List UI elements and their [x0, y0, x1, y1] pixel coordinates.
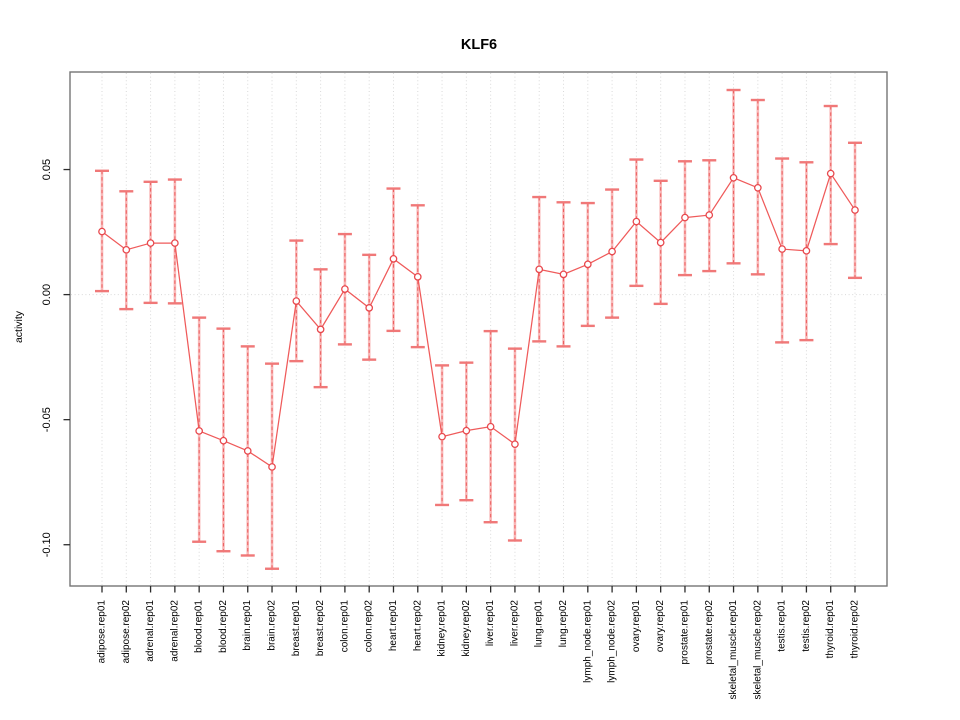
x-tick-label: testis.rep01	[777, 600, 788, 652]
chart-title: KLF6	[461, 37, 497, 53]
data-point-marker	[122, 245, 131, 254]
data-point-marker	[851, 206, 859, 214]
x-tick-label: brain.rep02	[267, 600, 278, 651]
data-point-marker	[462, 426, 471, 435]
x-tick-label: breast.rep02	[315, 600, 326, 657]
x-tick-label: prostate.rep01	[679, 600, 690, 665]
x-tick-label: kidney.rep02	[461, 600, 472, 657]
data-point-marker	[559, 270, 568, 279]
x-tick-label: ovary.rep01	[631, 600, 642, 653]
x-tick-label: adrenal.rep02	[169, 600, 180, 662]
data-point-marker	[729, 173, 738, 182]
data-point-marker	[438, 432, 446, 441]
data-point-marker	[195, 427, 204, 435]
x-tick-label: thyroid.rep01	[825, 600, 836, 659]
data-point-marker	[632, 217, 641, 226]
x-tick-label: lung.rep01	[534, 600, 545, 648]
data-point-marker	[681, 213, 689, 222]
x-tick-label: colon.rep01	[339, 600, 350, 653]
x-tick-label: brain.rep01	[242, 600, 253, 651]
x-tick-label: adrenal.rep01	[145, 600, 156, 662]
x-tick-label: thyroid.rep02	[850, 600, 861, 659]
x-tick-label: ovary.rep02	[655, 600, 666, 653]
data-point-marker	[535, 265, 544, 274]
data-point-marker	[219, 436, 228, 445]
data-point-marker	[705, 211, 714, 219]
data-point-marker	[778, 245, 786, 253]
data-point-marker	[753, 183, 762, 192]
data-point-marker	[365, 304, 374, 312]
data-point-marker	[243, 447, 252, 455]
data-point-marker	[171, 239, 179, 247]
x-tick-label: breast.rep01	[291, 600, 302, 657]
x-tick-label: skeletal_muscle.rep02	[752, 600, 763, 700]
x-tick-label: adipose.rep02	[121, 600, 132, 664]
series-line	[101, 172, 856, 469]
x-tick-label: lymph_node.rep02	[607, 600, 618, 683]
data-point-marker	[292, 297, 301, 305]
data-point-marker	[608, 247, 616, 256]
data-point-marker	[656, 238, 665, 247]
y-tick-label: -0.05	[41, 407, 53, 432]
x-tick-label: blood.rep01	[194, 600, 205, 653]
data-point-marker	[802, 246, 811, 255]
y-tick-label: 0.05	[41, 159, 53, 180]
y-axis-label: activity	[13, 310, 25, 343]
x-tick-label: heart.rep02	[412, 600, 423, 652]
data-point-marker	[268, 463, 276, 471]
x-tick-label: adipose.rep01	[97, 600, 108, 664]
x-tick-label: liver.rep01	[485, 600, 496, 647]
x-tick-label: lung.rep02	[558, 600, 569, 648]
y-tick-label: 0.00	[41, 284, 53, 305]
data-point-marker	[146, 239, 155, 247]
plot-border	[69, 71, 888, 587]
x-tick-label: testis.rep02	[801, 600, 812, 652]
x-tick-label: liver.rep02	[509, 600, 520, 647]
x-tick-label: blood.rep02	[218, 600, 229, 653]
y-tick-label: -0.10	[41, 532, 53, 557]
data-point-marker	[511, 440, 519, 449]
x-tick-label: lymph_node.rep01	[582, 600, 593, 683]
data-point-marker	[389, 254, 398, 263]
data-point-marker	[341, 285, 349, 293]
data-point-marker	[486, 422, 495, 431]
x-tick-label: prostate.rep02	[704, 600, 715, 665]
x-tick-label: colon.rep02	[364, 600, 375, 653]
data-point-marker	[826, 169, 835, 178]
data-point-marker	[583, 260, 592, 269]
data-point-marker	[98, 227, 106, 236]
data-point-marker	[316, 325, 325, 334]
data-point-marker	[413, 272, 422, 281]
x-tick-label: skeletal_muscle.rep01	[728, 600, 739, 700]
x-tick-label: heart.rep01	[388, 600, 399, 652]
x-tick-label: kidney.rep01	[437, 600, 448, 657]
